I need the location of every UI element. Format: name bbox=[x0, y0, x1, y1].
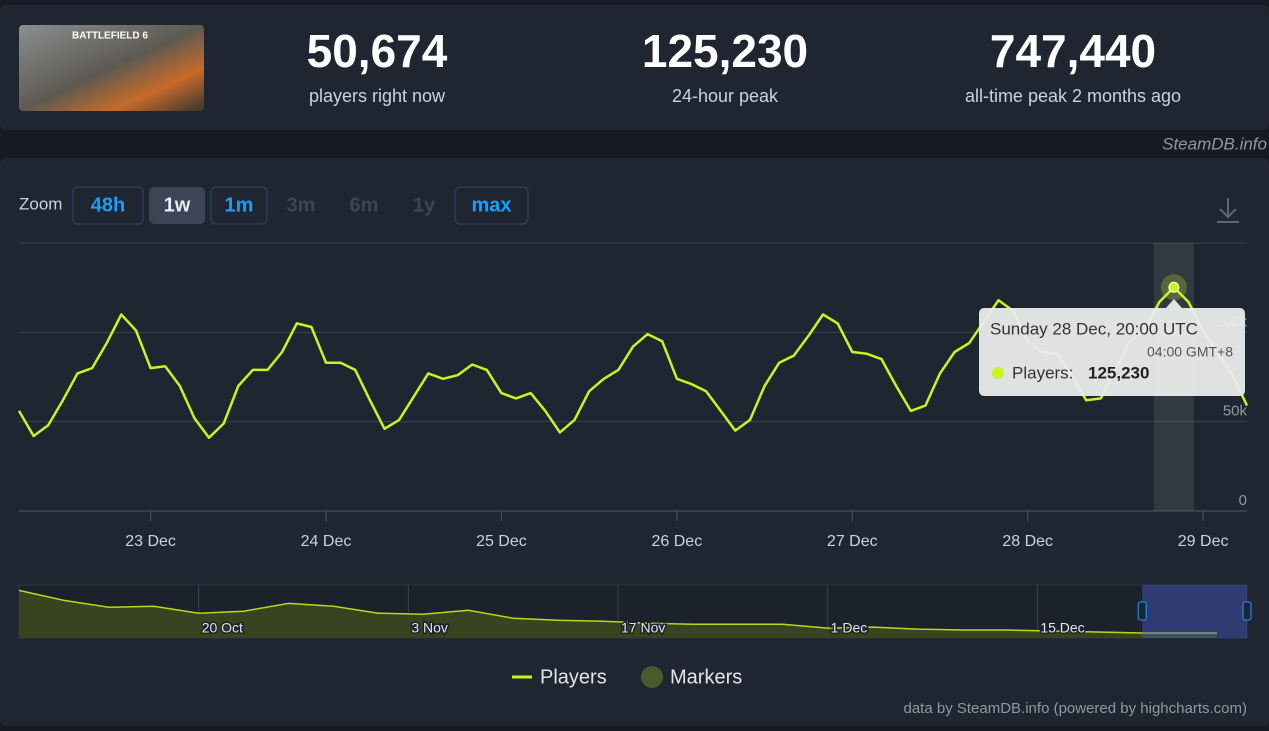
x-tick-label: 23 Dec bbox=[125, 533, 176, 550]
zoom-button: 6m bbox=[350, 194, 379, 216]
navigator-label: 15 Dec bbox=[1040, 620, 1084, 636]
button-text: 1m bbox=[225, 194, 254, 216]
image-caption: BATTLEFIELD 6 bbox=[72, 31, 148, 42]
tooltip-arrow bbox=[1165, 299, 1182, 308]
y-tick-label: 50k bbox=[1223, 403, 1248, 420]
x-tick-label: 24 Dec bbox=[301, 533, 352, 550]
tooltip-title: Sunday 28 Dec, 20:00 UTC bbox=[990, 319, 1198, 338]
button-text: 3m bbox=[287, 194, 316, 216]
tooltip-dot bbox=[992, 367, 1004, 379]
download-icon[interactable] bbox=[1217, 198, 1239, 223]
legend-marker bbox=[641, 666, 663, 688]
header-panel bbox=[0, 5, 1269, 130]
x-tick-label: 26 Dec bbox=[652, 533, 703, 550]
button-text: 48h bbox=[91, 194, 125, 216]
stat-label: all-time peak 2 months ago bbox=[965, 86, 1181, 106]
stat-value: 50,674 bbox=[307, 25, 448, 77]
stat-label: 24-hour peak bbox=[672, 86, 779, 106]
zoom-button: 1y bbox=[413, 194, 436, 216]
zoom-button[interactable]: 1m bbox=[210, 186, 268, 225]
x-tick-label: 25 Dec bbox=[476, 533, 527, 550]
tooltip: Sunday 28 Dec, 20:00 UTC 04:00 GMT+8 Playe… bbox=[979, 299, 1245, 396]
navigator-handle[interactable] bbox=[1242, 601, 1252, 621]
hover-point bbox=[1168, 281, 1180, 293]
stat-label: players right now bbox=[309, 86, 446, 106]
button-bg bbox=[210, 186, 268, 225]
chart-panel bbox=[0, 158, 1269, 726]
legend: Players Markers bbox=[512, 666, 742, 688]
button-text: 6m bbox=[350, 194, 379, 216]
zoom-label: Zoom bbox=[19, 194, 62, 213]
navigator-line bbox=[18, 589, 1217, 634]
zoom-button[interactable]: 48h bbox=[72, 186, 144, 225]
button-text: 1y bbox=[413, 194, 436, 216]
y-tick-label: 0 bbox=[1239, 492, 1247, 509]
x-tick-label: 28 Dec bbox=[1002, 533, 1053, 550]
navigator-area bbox=[19, 590, 1218, 638]
navigator-label: 1 Dec bbox=[831, 620, 868, 636]
tooltip-box bbox=[979, 308, 1245, 396]
tooltip-label: Players: bbox=[1012, 363, 1073, 382]
navigator-label: 17 Nov bbox=[621, 620, 665, 636]
button-bg bbox=[72, 186, 144, 225]
stat-value: 125,230 bbox=[642, 25, 808, 77]
tooltip-subtitle: 04:00 GMT+8 bbox=[1147, 344, 1233, 360]
button-text: max bbox=[471, 194, 511, 216]
button-bg bbox=[149, 187, 205, 224]
game-image[interactable] bbox=[19, 25, 204, 111]
zoom-button: 3m bbox=[287, 194, 316, 216]
navigator-label: 20 Oct bbox=[202, 620, 243, 636]
button-text: 1w bbox=[164, 194, 191, 216]
tooltip-value: 125,230 bbox=[1088, 363, 1149, 382]
credits[interactable]: data by SteamDB.info (powered by highcha… bbox=[904, 700, 1248, 717]
watermark: SteamDB.info bbox=[1162, 134, 1267, 153]
navigator-handle[interactable] bbox=[1137, 601, 1147, 621]
legend-label[interactable]: Markers bbox=[670, 666, 742, 688]
x-tick-label: 27 Dec bbox=[827, 533, 878, 550]
legend-label[interactable]: Players bbox=[540, 666, 607, 688]
zoom-button[interactable]: 1w bbox=[149, 187, 205, 224]
button-bg bbox=[454, 186, 529, 225]
zoom-button[interactable]: max bbox=[454, 186, 529, 225]
x-tick-label: 29 Dec bbox=[1178, 533, 1229, 550]
stat-value: 747,440 bbox=[990, 25, 1156, 77]
navigator-label: 3 Nov bbox=[411, 620, 448, 636]
navigator-selection[interactable] bbox=[1142, 585, 1247, 638]
